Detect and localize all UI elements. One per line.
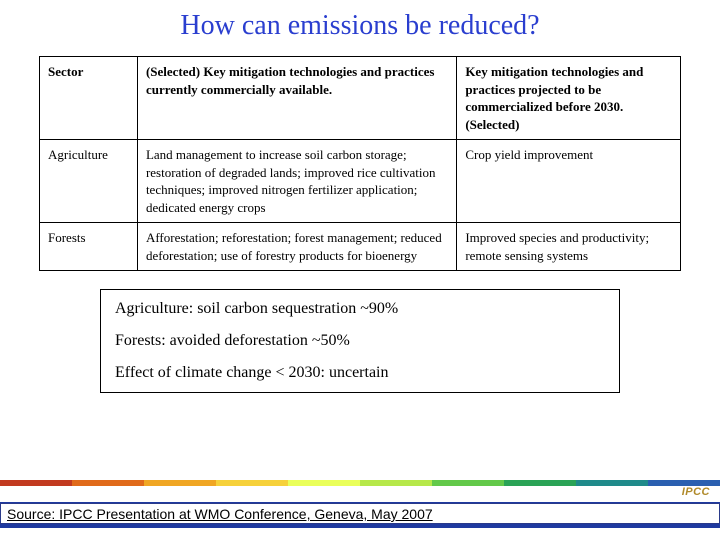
- cell-sector: Agriculture: [40, 140, 138, 223]
- stripe-segment: [0, 480, 72, 486]
- stripe-segment: [576, 480, 648, 486]
- summary-line: Forests: avoided deforestation ~50%: [115, 332, 605, 350]
- stripe-segment: [216, 480, 288, 486]
- stripe-segment: [72, 480, 144, 486]
- source-citation: Source: IPCC Presentation at WMO Confere…: [0, 503, 720, 524]
- summary-box: Agriculture: soil carbon sequestration ~…: [100, 289, 620, 393]
- summary-line: Effect of climate change < 2030: uncerta…: [115, 364, 605, 382]
- mitigation-table: Sector (Selected) Key mitigation technol…: [39, 56, 681, 271]
- table-header-row: Sector (Selected) Key mitigation technol…: [40, 57, 681, 140]
- stripe-segment: [144, 480, 216, 486]
- cell-sector: Forests: [40, 223, 138, 271]
- cell-projected: Improved species and productivity; remot…: [457, 223, 681, 271]
- slide: How can emissions be reduced? Sector (Se…: [0, 0, 720, 540]
- color-stripe: [0, 480, 720, 486]
- table-row: Forests Afforestation; reforestation; fo…: [40, 223, 681, 271]
- summary-line: Agriculture: soil carbon sequestration ~…: [115, 300, 605, 318]
- cell-available: Land management to increase soil carbon …: [137, 140, 456, 223]
- ipcc-logo: IPCC: [682, 486, 710, 498]
- cell-projected: Crop yield improvement: [457, 140, 681, 223]
- stripe-segment: [504, 480, 576, 486]
- cell-available: Afforestation; reforestation; forest man…: [137, 223, 456, 271]
- table-row: Agriculture Land management to increase …: [40, 140, 681, 223]
- col-header-projected: Key mitigation technologies and practice…: [457, 57, 681, 140]
- stripe-segment: [288, 480, 360, 486]
- slide-title: How can emissions be reduced?: [0, 0, 720, 56]
- col-header-sector: Sector: [40, 57, 138, 140]
- col-header-available: (Selected) Key mitigation technologies a…: [137, 57, 456, 140]
- stripe-segment: [432, 480, 504, 486]
- stripe-segment: [360, 480, 432, 486]
